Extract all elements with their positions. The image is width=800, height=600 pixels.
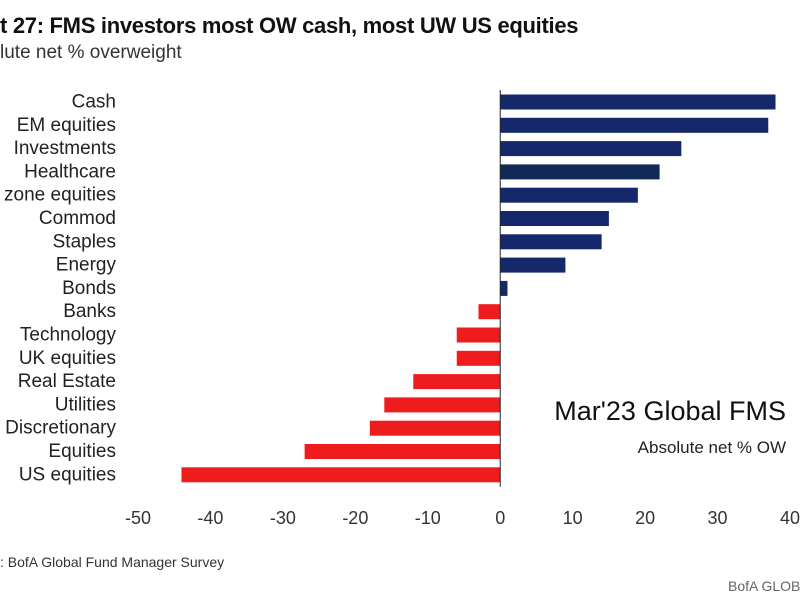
category-label-6: Staples xyxy=(53,231,116,252)
x-tick-label-9: 40 xyxy=(780,508,800,528)
bar-12 xyxy=(413,374,501,390)
bar-10 xyxy=(456,327,501,343)
bar-16 xyxy=(181,467,501,483)
category-label-8: Bonds xyxy=(62,278,116,299)
category-label-3: Healthcare xyxy=(24,161,116,182)
category-label-7: Energy xyxy=(56,255,117,276)
category-label-11: UK equities xyxy=(19,348,116,369)
chart-subtitle: lute net % overweight xyxy=(0,42,182,63)
category-label-13: Utilities xyxy=(55,394,116,415)
x-tick-label-7: 20 xyxy=(635,508,655,528)
x-tick-label-3: -20 xyxy=(342,508,368,528)
bar-13 xyxy=(384,397,501,413)
category-label-14: Discretionary xyxy=(5,418,116,439)
category-label-9: Banks xyxy=(63,301,116,322)
x-tick-label-2: -30 xyxy=(270,508,296,528)
bar-5 xyxy=(500,211,609,226)
x-tick-label-8: 30 xyxy=(708,508,728,528)
bar-1 xyxy=(500,117,769,133)
brand-logo-text: BofA GLOB xyxy=(728,578,800,594)
bar-6 xyxy=(500,234,602,250)
x-tick-label-4: -10 xyxy=(415,508,441,528)
category-label-10: Technology xyxy=(20,325,117,346)
annotation-subtitle: Absolute net % OW xyxy=(637,438,786,457)
chart-title: t 27: FMS investors most OW cash, most U… xyxy=(0,13,579,38)
x-tick-label-0: -50 xyxy=(125,508,151,528)
category-label-15: Equities xyxy=(48,441,116,462)
category-label-4: zone equities xyxy=(4,185,116,206)
bar-11 xyxy=(456,350,501,366)
category-label-5: Commod xyxy=(39,208,116,229)
bar-4 xyxy=(500,187,638,203)
bar-3 xyxy=(500,164,660,180)
bar-0 xyxy=(500,94,776,110)
category-label-12: Real Estate xyxy=(18,371,116,392)
bar-8 xyxy=(500,280,508,296)
category-label-2: Investments xyxy=(14,138,116,159)
x-tick-label-6: 10 xyxy=(563,508,583,528)
x-tick-label-1: -40 xyxy=(197,508,223,528)
bar-15 xyxy=(304,444,501,459)
x-tick-label-5: 0 xyxy=(495,508,505,528)
category-label-16: US equities xyxy=(19,464,116,485)
bar-14 xyxy=(369,420,501,436)
category-label-1: EM equities xyxy=(17,115,116,136)
bar-9 xyxy=(478,304,501,320)
bar-2 xyxy=(500,141,682,157)
category-label-0: Cash xyxy=(72,92,116,113)
annotation-title: Mar'23 Global FMS xyxy=(554,396,786,426)
source-note: : BofA Global Fund Manager Survey xyxy=(0,554,225,570)
bar-7 xyxy=(500,257,566,273)
